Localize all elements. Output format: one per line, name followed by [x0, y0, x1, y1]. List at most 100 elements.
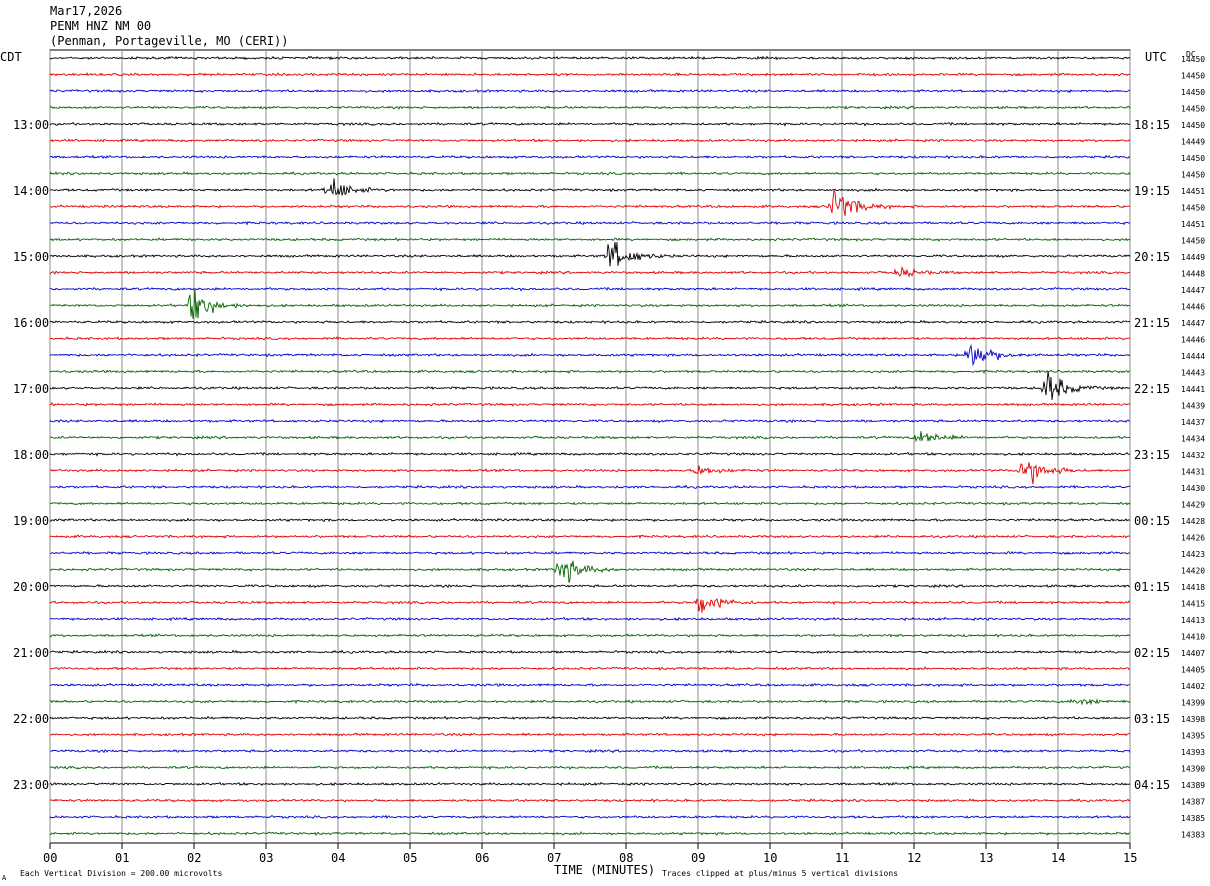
x-tick-label: 11 [835, 851, 849, 865]
trace-row-4 [49, 121, 1131, 127]
left-hour-label: 20:00 [13, 580, 49, 594]
right-hour-label: 00:15 [1134, 514, 1170, 528]
trace-row-6 [49, 154, 1131, 160]
dc-offset-label: 14450 [1181, 88, 1205, 97]
dc-offset-label: 14418 [1181, 583, 1205, 592]
dc-offset-label: 14389 [1181, 781, 1205, 790]
trace-row-28 [49, 517, 1130, 523]
dc-offset-label: 14447 [1181, 319, 1205, 328]
dc-offset-label: 14430 [1181, 484, 1205, 493]
header-station: PENM HNZ NM 00 [50, 19, 152, 33]
trace-row-22 [49, 418, 1131, 424]
trace-row-46 [49, 814, 1131, 820]
dc-offset-label: 14437 [1181, 418, 1205, 427]
trace-row-12 [49, 241, 1131, 267]
x-tick-label: 05 [403, 851, 417, 865]
trace-row-39 [49, 698, 1131, 706]
trace-row-38 [49, 682, 1131, 688]
x-tick-label: 14 [1051, 851, 1065, 865]
right-hour-label: 19:15 [1134, 184, 1170, 198]
grid [49, 49, 1131, 849]
trace-row-14 [49, 286, 1130, 292]
trace-row-26 [49, 484, 1131, 490]
trace-row-17 [49, 336, 1131, 341]
right-hour-label: 01:15 [1134, 580, 1170, 594]
traces [49, 55, 1131, 836]
right-hour-label: 22:15 [1134, 382, 1170, 396]
dc-offset-label: 14415 [1181, 600, 1205, 609]
plot-frame [49, 49, 1131, 844]
trace-row-27 [49, 501, 1131, 506]
x-tick-label: 00 [43, 851, 57, 865]
trace-row-18 [49, 343, 1131, 367]
trace-row-0 [49, 55, 1131, 61]
dc-offset-label: 14439 [1181, 402, 1205, 411]
dc-offset-label: 14432 [1181, 451, 1205, 460]
dc-offset-label: 14451 [1181, 220, 1205, 229]
right-hour-label: 03:15 [1134, 712, 1170, 726]
trace-row-23 [49, 431, 1131, 443]
x-tick-label: 09 [691, 851, 705, 865]
left-tz-label: CDT [0, 50, 22, 64]
right-hour-label: 20:15 [1134, 250, 1170, 264]
dc-offset-label: 14407 [1181, 649, 1205, 658]
trace-row-11 [49, 237, 1131, 242]
x-tick-label: 10 [763, 851, 777, 865]
trace-row-5 [49, 138, 1131, 143]
dc-offset-label: 14434 [1181, 435, 1205, 444]
dc-offset-label: 14450 [1181, 55, 1205, 64]
dc-offset-label: 14405 [1181, 666, 1205, 675]
right-hour-label: 18:15 [1134, 118, 1170, 132]
dc-offset-label: 14395 [1181, 732, 1205, 741]
trace-row-9 [49, 188, 1131, 216]
trace-row-42 [50, 748, 1131, 754]
trace-row-37 [49, 666, 1131, 671]
trace-row-47 [50, 831, 1131, 836]
dc-offset-label: 14450 [1181, 237, 1205, 246]
trace-row-15 [49, 288, 1131, 319]
dc-offset-label: 14443 [1181, 369, 1205, 378]
dc-offset-label: 14426 [1181, 534, 1205, 543]
dc-offset-label: 14431 [1181, 468, 1205, 477]
left-hour-label: 17:00 [13, 382, 49, 396]
right-hour-label: 04:15 [1134, 778, 1170, 792]
trace-row-36 [49, 649, 1131, 655]
dc-offset-label: 14387 [1181, 798, 1205, 807]
dc-offset-label: 14441 [1181, 385, 1205, 394]
x-tick-label: 06 [475, 851, 489, 865]
left-hour-label: 13:00 [13, 118, 49, 132]
x-tick-label: 15 [1123, 851, 1137, 865]
trace-row-33 [49, 598, 1131, 613]
trace-row-30 [49, 550, 1130, 556]
x-tick-label: 02 [187, 851, 201, 865]
corner-mark: A [2, 874, 7, 882]
header-date: Mar17,2026 [50, 4, 123, 18]
left-hour-label: 21:00 [13, 646, 49, 660]
dc-offset-label: 14450 [1181, 154, 1205, 163]
dc-offset-label: 14393 [1181, 748, 1205, 757]
dc-offset-label: 14429 [1181, 501, 1205, 510]
trace-row-16 [49, 319, 1131, 325]
dc-offset-label: 14390 [1181, 765, 1205, 774]
header-location: (Penman, Portageville, MO (CERI)) [50, 34, 289, 48]
x-tick-label: 12 [907, 851, 921, 865]
dc-offset-label: 14423 [1181, 550, 1205, 559]
trace-row-24 [49, 451, 1131, 457]
dc-offset-label: 14449 [1181, 253, 1205, 262]
dc-offset-label: 14383 [1181, 831, 1205, 840]
trace-row-1 [49, 72, 1131, 77]
x-axis-title: TIME (MINUTES) [554, 863, 655, 877]
trace-row-44 [49, 781, 1131, 787]
trace-row-2 [49, 88, 1131, 94]
right-tz-label: UTC [1145, 50, 1167, 64]
labels: CDT UTC DC TIME (MINUTES) Each Vertical … [0, 50, 1205, 882]
trace-row-25 [49, 462, 1131, 485]
dc-offset-label: 14420 [1181, 567, 1205, 576]
trace-row-21 [49, 402, 1131, 407]
trace-row-8 [49, 178, 1131, 196]
trace-row-13 [49, 266, 1130, 278]
dc-offset-label: 14399 [1181, 699, 1205, 708]
dc-offset-label: 14450 [1181, 204, 1205, 213]
left-hour-label: 16:00 [13, 316, 49, 330]
dc-offset-label: 14450 [1181, 105, 1205, 114]
